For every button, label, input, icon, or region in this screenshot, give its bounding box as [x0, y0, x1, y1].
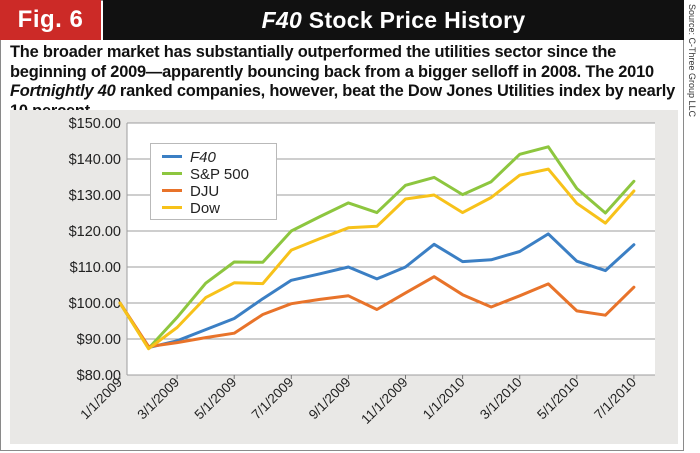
x-tick-label: 9/1/2009 [306, 375, 354, 423]
x-tick-label: 5/1/2010 [534, 375, 582, 423]
y-tick-label: $90.00 [77, 332, 121, 348]
x-tick-label: 7/1/2010 [591, 375, 639, 423]
legend-item-f40: F40 [162, 150, 216, 166]
legend-swatch-dju [162, 188, 182, 192]
legend-label-sp500: S&P 500 [190, 166, 249, 183]
title-rest-part: Stock Price History [302, 7, 526, 33]
figure-number-tag: Fig. 6 [0, 0, 101, 40]
x-tick-label: 1/1/2010 [420, 375, 468, 423]
legend-item-dju: DJU [162, 184, 219, 200]
legend-item-dow: Dow [162, 201, 220, 217]
y-tick-label: $110.00 [70, 260, 121, 276]
y-tick-label: $130.00 [69, 188, 121, 204]
caption-italic-part: Fortnightly 40 [10, 82, 116, 100]
legend-item-sp500: S&P 500 [162, 167, 249, 183]
series-line-dju [118, 275, 636, 349]
legend-label-dju: DJU [190, 183, 220, 200]
series-line-f40 [118, 232, 636, 350]
x-tick-label: 11/1/2009 [358, 375, 410, 427]
y-tick-label: $120.00 [69, 224, 121, 240]
x-tick-label: 5/1/2009 [192, 375, 240, 423]
figure-header: Fig. 6 F40 Stock Price History [0, 0, 684, 40]
title-italic-part: F40 [261, 7, 303, 33]
y-tick-label: $80.00 [77, 368, 121, 384]
y-tick-label: $100.00 [69, 296, 121, 312]
x-tick-label: 3/1/2009 [134, 375, 182, 423]
y-tick-label: $150.00 [69, 116, 121, 132]
y-tick-label: $140.00 [69, 152, 121, 168]
caption-part-1: The broader market has substantially out… [10, 43, 654, 81]
legend-swatch-dow [162, 205, 182, 209]
legend-label-f40: F40 [190, 149, 216, 166]
series-line-sp500 [118, 145, 636, 350]
x-tick-label: 7/1/2009 [249, 375, 297, 423]
chart-legend: F40 S&P 500 DJU Dow [150, 143, 277, 220]
legend-swatch-sp500 [162, 171, 182, 175]
series-line-dow [118, 167, 636, 351]
legend-label-dow: Dow [190, 200, 221, 217]
figure-title: F40 Stock Price History [103, 0, 684, 40]
legend-swatch-f40 [162, 154, 182, 158]
x-tick-label: 3/1/2010 [477, 375, 525, 423]
